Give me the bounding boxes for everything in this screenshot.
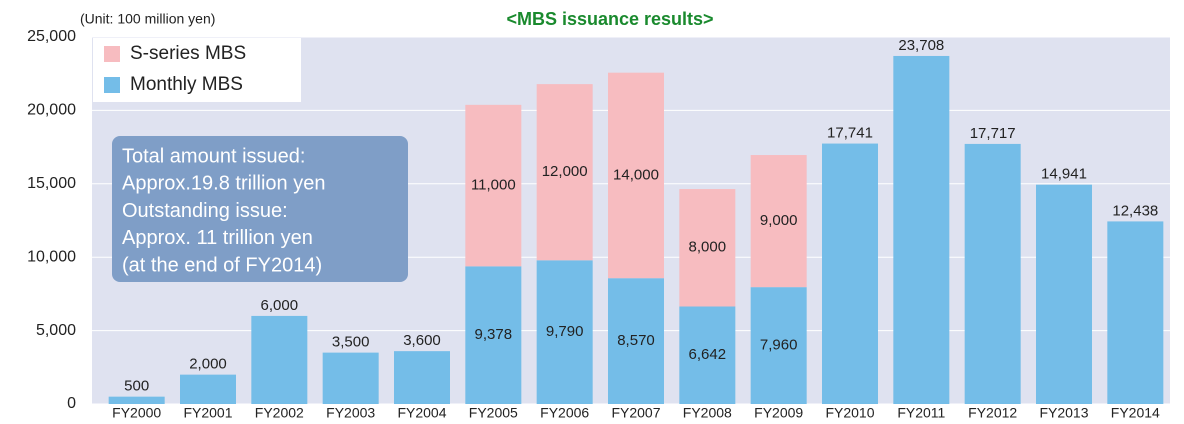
bar-segment [180, 374, 236, 404]
bar-segment [822, 143, 878, 404]
bar-segment [679, 189, 736, 307]
data-label: 8,570 [617, 332, 655, 349]
x-tick-label: FY2013 [1039, 405, 1088, 421]
data-label: 3,600 [403, 332, 441, 349]
data-label: 7,960 [760, 337, 798, 354]
x-tick-label: FY2014 [1111, 405, 1160, 421]
bar-segment [750, 287, 807, 404]
data-label: 9,378 [475, 326, 513, 343]
bar-segment [608, 72, 664, 279]
data-label: 14,000 [613, 166, 659, 183]
bar-segment [251, 315, 308, 404]
chart-title: <MBS issuance results> [506, 9, 713, 29]
data-label: 14,941 [1041, 166, 1087, 183]
annotation-text: Total amount issued: [122, 145, 305, 167]
data-label: 6,642 [689, 346, 727, 363]
x-tick-label: FY2000 [112, 405, 161, 421]
y-tick-label: 15,000 [27, 175, 76, 192]
bar-segment [679, 306, 736, 404]
bar-segment [1036, 184, 1092, 404]
x-tick-label: FY2003 [326, 405, 375, 421]
x-tick-label: FY2006 [540, 405, 589, 421]
legend-label: S-series MBS [130, 43, 246, 64]
annotation-box [112, 136, 408, 282]
data-label: 3,500 [332, 334, 370, 351]
y-tick-label: 20,000 [27, 102, 76, 119]
annotation-text: Outstanding issue: [122, 200, 288, 222]
data-label: 17,741 [827, 125, 873, 142]
y-tick-label: 25,000 [27, 28, 76, 45]
data-label: 2,000 [189, 356, 227, 373]
x-tick-label: FY2012 [968, 405, 1017, 421]
bar-segment [1107, 221, 1164, 404]
legend-label: Monthly MBS [130, 74, 243, 95]
bar-segment [394, 351, 450, 404]
x-tick-label: FY2007 [611, 405, 660, 421]
x-tick-label: FY2009 [754, 405, 803, 421]
bar-segment [536, 260, 593, 404]
x-tick-label: FY2004 [397, 405, 446, 421]
x-tick-label: FY2001 [183, 405, 232, 421]
data-label: 8,000 [689, 239, 727, 256]
data-label: 6,000 [261, 297, 299, 314]
legend-box [93, 38, 301, 102]
annotation-text: Approx. 11 trillion yen [122, 227, 313, 249]
data-label: 11,000 [471, 177, 516, 194]
legend-swatch [104, 46, 120, 62]
bar-segment [750, 155, 807, 288]
x-tick-label: FY2010 [825, 405, 874, 421]
data-label: 23,708 [898, 37, 944, 54]
x-tick-label: FY2005 [469, 405, 518, 421]
bar-segment [465, 266, 522, 404]
unit-label: (Unit: 100 million yen) [80, 11, 215, 27]
x-tick-label: FY2008 [683, 405, 732, 421]
y-tick-label: 5,000 [36, 322, 76, 339]
bar-segment [108, 396, 165, 404]
bar-segment [536, 84, 593, 261]
data-label: 12,000 [542, 163, 588, 180]
bar-segment [608, 278, 664, 404]
bar-segment [322, 352, 379, 404]
y-tick-label: 10,000 [27, 248, 76, 265]
annotation-text: Approx.19.8 trillion yen [122, 173, 325, 195]
data-label: 9,000 [760, 212, 798, 229]
bar-segment [465, 104, 522, 267]
x-tick-label: FY2002 [255, 405, 304, 421]
annotation-text: (at the end of FY2014) [122, 254, 322, 276]
legend-swatch [104, 77, 120, 93]
data-label: 12,438 [1112, 202, 1158, 219]
bar-segment [893, 55, 950, 405]
data-label: 500 [124, 378, 149, 395]
data-label: 17,717 [970, 125, 1016, 142]
y-tick-label: 0 [67, 395, 76, 412]
bar-segment [964, 143, 1021, 405]
data-label: 9,790 [546, 323, 584, 340]
x-tick-label: FY2011 [897, 405, 945, 421]
